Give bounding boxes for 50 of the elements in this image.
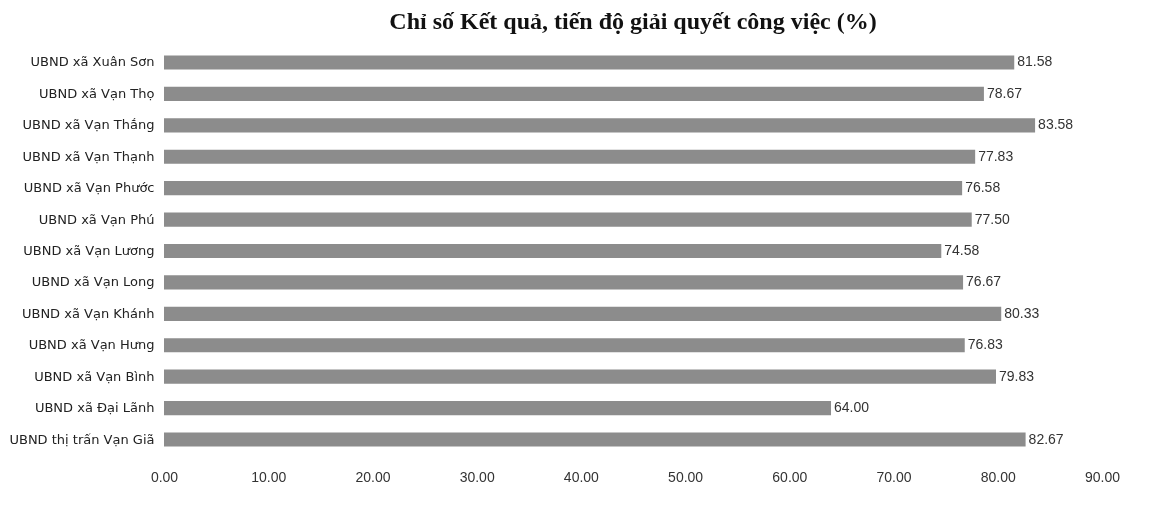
bar: [164, 275, 964, 290]
y-tick-label: UBND xã Vạn Thắng: [22, 117, 155, 133]
x-tick-label: 30.00: [459, 468, 495, 485]
y-tick-label: UBND xã Vạn Phước: [23, 180, 155, 196]
y-tick-label: UBND xã Vạn Long: [31, 274, 155, 290]
bar: [164, 181, 963, 196]
bar: [164, 118, 1036, 133]
y-tick-label: UBND xã Vạn Lương: [23, 243, 155, 258]
data-label: 83.58: [1038, 116, 1074, 133]
data-label: 64.00: [834, 399, 870, 416]
bar: [164, 149, 976, 164]
x-tick-label: 20.00: [355, 468, 391, 485]
bar: [164, 55, 1015, 70]
data-label: 77.50: [974, 210, 1010, 227]
data-label: 74.58: [944, 242, 980, 258]
x-tick-label: 60.00: [772, 468, 808, 485]
x-tick-label: 50.00: [668, 468, 704, 485]
y-tick-label: UBND thị trấn Vạn Giã: [9, 431, 155, 447]
data-label: 76.58: [965, 179, 1001, 196]
y-tick-label: UBND xã Vạn Bình: [34, 368, 155, 384]
data-label: 76.83: [967, 336, 1003, 353]
y-tick-label: UBND xã Xuân Sơn: [30, 54, 155, 70]
x-tick-label: 80.00: [980, 468, 1016, 485]
bar: [164, 432, 1026, 447]
y-tick-label: UBND xã Vạn Thọ: [39, 85, 155, 101]
y-tick-label: UBND xã Vạn Hưng: [28, 337, 155, 353]
bar: [164, 306, 1002, 321]
bar: [164, 338, 965, 353]
x-tick-label: 0.00: [150, 468, 179, 485]
bar: [164, 401, 832, 416]
x-tick-label: 70.00: [876, 468, 912, 485]
data-label: 80.33: [1004, 304, 1040, 321]
y-tick-label: UBND xã Vạn Phú: [38, 211, 155, 227]
data-label: 78.67: [986, 84, 1023, 101]
data-label: 81.58: [1017, 53, 1053, 70]
bar: [164, 86, 984, 101]
data-label: 79.83: [999, 367, 1035, 384]
x-tick-label: 10.00: [251, 468, 287, 485]
data-label: 82.67: [1028, 430, 1064, 447]
y-tick-label: UBND xã Đại Lãnh: [34, 400, 155, 416]
bar: [164, 212, 972, 227]
y-tick-label: UBND xã Vạn Thạnh: [22, 148, 155, 164]
data-label: 77.83: [978, 147, 1014, 164]
bar: [164, 369, 997, 384]
y-tick-label: UBND xã Vạn Khánh: [21, 305, 155, 321]
x-tick-label: 40.00: [563, 468, 600, 485]
data-label: 76.67: [966, 273, 1002, 290]
bar: [164, 243, 942, 259]
x-tick-label: 90.00: [1084, 468, 1121, 485]
chart-title: Chỉ số Kết quả, tiến độ giải quyết công việc (%): [389, 8, 877, 34]
